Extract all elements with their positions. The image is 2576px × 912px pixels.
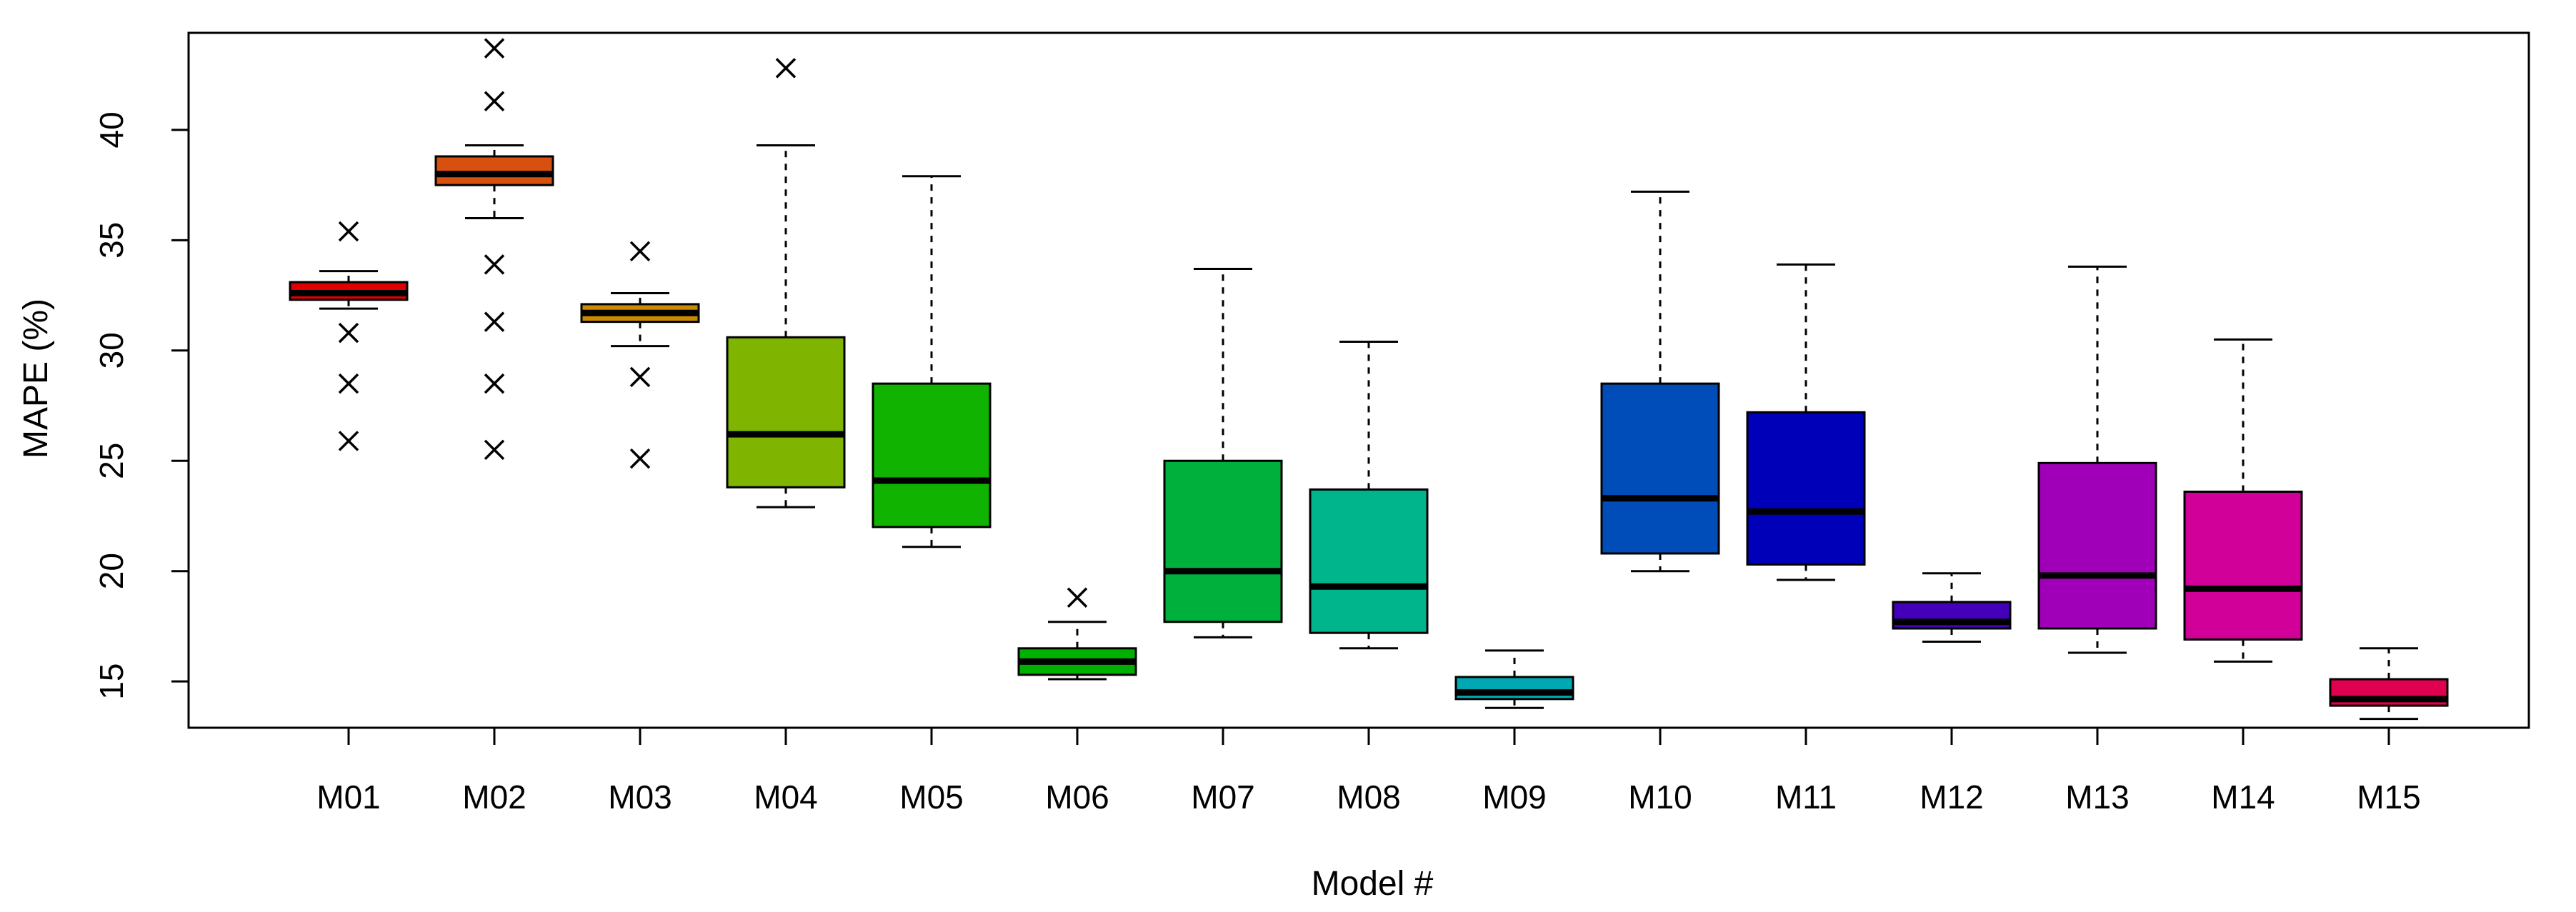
box-M09 <box>1454 649 1574 709</box>
x-tick-label: M08 <box>1337 778 1400 816</box>
box-M02 <box>434 38 554 461</box>
outlier-point <box>484 311 505 332</box>
x-tick-label: M10 <box>1628 778 1692 816</box>
iqr-box <box>1454 676 1574 701</box>
iqr-box <box>1600 382 1720 555</box>
y-tick-label: 30 <box>93 332 130 369</box>
box-M07 <box>1163 268 1283 638</box>
y-tick-label: 35 <box>93 222 130 259</box>
outlier-point <box>775 58 797 79</box>
outlier-point <box>484 254 505 275</box>
outlier-point <box>484 91 505 111</box>
x-tick-label: M06 <box>1045 778 1109 816</box>
y-tick-label: 40 <box>93 111 130 148</box>
x-axis: M01 M02 M03 M04 M05 M06 M07 M08 M09 M10 M11 M12 M13 M… <box>316 726 2421 816</box>
x-tick-label: M12 <box>1919 778 1983 816</box>
x-tick-label: M14 <box>2211 778 2275 816</box>
iqr-box <box>1163 459 1283 623</box>
x-tick-label: M13 <box>2065 778 2129 816</box>
iqr-box <box>726 336 846 488</box>
outlier-point <box>1067 587 1088 608</box>
box-M12 <box>1892 572 2012 643</box>
outlier-point <box>338 373 359 394</box>
box-M03 <box>580 241 700 469</box>
outlier-point <box>338 221 359 242</box>
iqr-box <box>2037 461 2157 630</box>
box-M08 <box>1309 340 1429 650</box>
box-M06 <box>1017 587 1137 681</box>
box-M04 <box>726 58 846 508</box>
y-tick-label: 15 <box>93 663 130 700</box>
iqr-box <box>1746 411 1866 566</box>
iqr-box <box>2183 490 2303 641</box>
box-M01 <box>289 221 409 451</box>
box-M11 <box>1746 263 1866 581</box>
outlier-point <box>484 439 505 461</box>
x-tick-label: M15 <box>2357 778 2420 816</box>
box-M10 <box>1600 190 1720 573</box>
box-M13 <box>2037 265 2157 654</box>
x-tick-label: M01 <box>316 778 380 816</box>
outlier-point <box>484 373 505 394</box>
x-tick-label: M04 <box>754 778 817 816</box>
iqr-box <box>872 382 992 528</box>
x-axis-title: Model # <box>1312 865 1434 903</box>
y-axis-title: MAPE (%) <box>17 299 55 458</box>
y-axis: 15 20 25 30 35 40 <box>93 111 190 700</box>
x-tick-label: M03 <box>608 778 672 816</box>
box-M05 <box>872 175 992 548</box>
outlier-point <box>629 448 651 469</box>
x-tick-label: M05 <box>899 778 963 816</box>
outlier-point <box>629 241 651 262</box>
outlier-point <box>338 431 359 451</box>
y-tick-label: 25 <box>93 443 130 479</box>
outlier-point <box>484 38 505 59</box>
x-tick-label: M11 <box>1775 778 1837 816</box>
x-tick-label: M09 <box>1482 778 1546 816</box>
box-M15 <box>2329 647 2449 721</box>
box-M14 <box>2183 338 2303 663</box>
iqr-box <box>434 155 554 186</box>
iqr-box <box>1309 488 1429 634</box>
x-tick-label: M07 <box>1191 778 1254 816</box>
boxes-layer <box>289 38 2449 721</box>
x-tick-label: M02 <box>462 778 526 816</box>
outlier-point <box>338 322 359 344</box>
outlier-point <box>629 366 651 388</box>
y-tick-label: 20 <box>93 553 130 589</box>
